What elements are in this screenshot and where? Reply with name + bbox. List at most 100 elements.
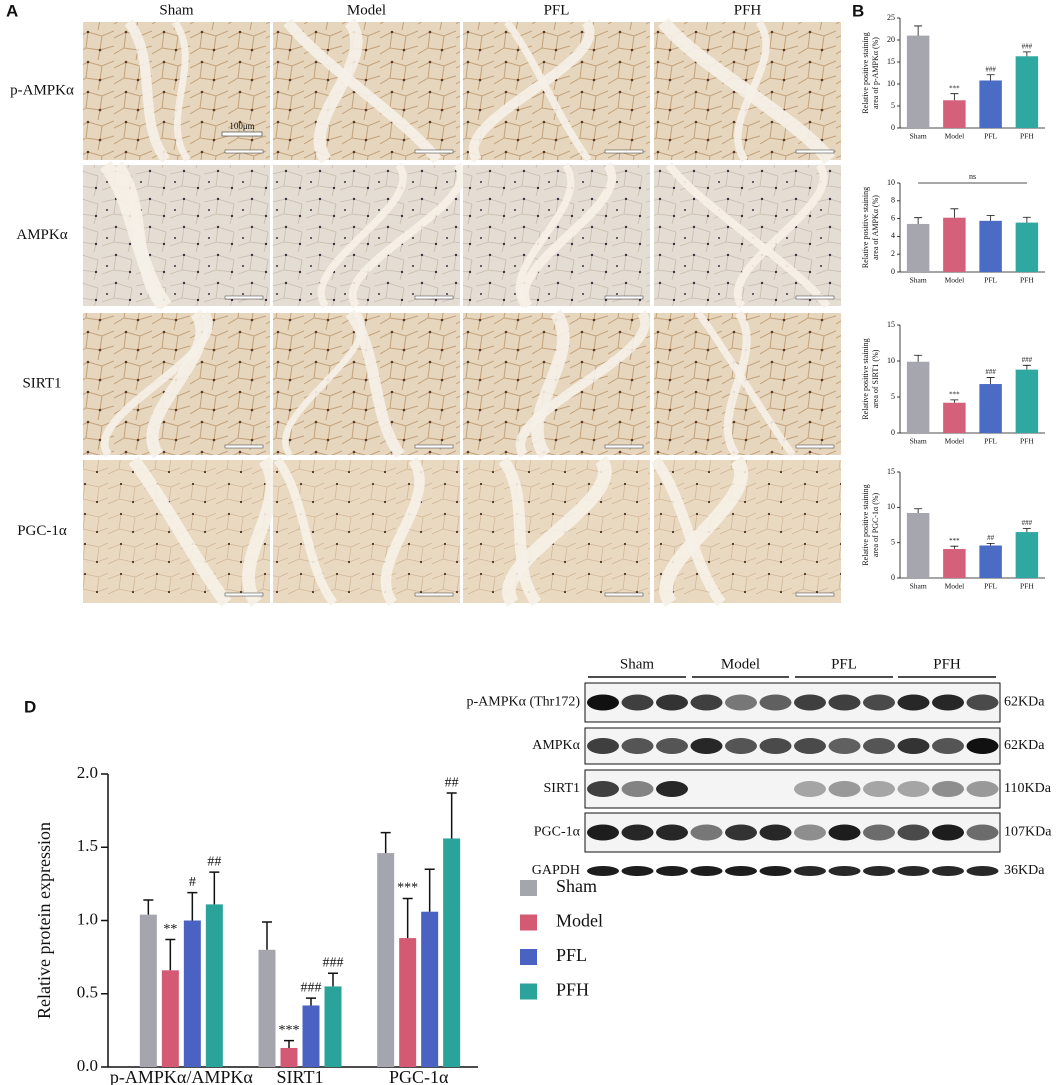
blot-band <box>587 738 619 754</box>
bracket-label: ns <box>969 172 976 181</box>
connective-tissue <box>128 456 232 607</box>
y-tick-label: 15 <box>887 57 895 66</box>
blot-band <box>828 824 861 841</box>
y-tick-label: 2.0 <box>77 763 98 782</box>
connective-tissue <box>657 17 836 165</box>
x-tick-label: PFL <box>984 132 997 141</box>
scale-bar <box>795 592 835 597</box>
y-axis-label: area of PGC-1α (%) <box>871 492 880 557</box>
blot-band <box>828 738 861 754</box>
micrograph <box>654 460 841 603</box>
blot-size-label: 110KDa <box>1004 781 1052 796</box>
x-tick-label: PFH <box>1020 132 1034 141</box>
blot-row-label: AMPKα <box>532 738 580 753</box>
significance-label: ## <box>207 854 221 869</box>
connective-tissue <box>504 19 592 163</box>
connective-tissue <box>515 162 575 309</box>
x-tick-label: PFH <box>1020 437 1034 446</box>
y-tick-label: 0.5 <box>77 983 98 1002</box>
connective-tissue <box>650 456 726 607</box>
blot-group-label: PFH <box>933 656 961 672</box>
y-axis-label: area of AMPKα (%) <box>871 195 880 260</box>
scale-bar-label: 100μm <box>229 121 254 131</box>
blot-band <box>966 781 999 797</box>
blot-row-label: PGC-1α <box>534 825 581 840</box>
error-bar <box>1022 364 1031 370</box>
scale-bar <box>604 592 644 597</box>
bar <box>943 402 966 433</box>
blot-band <box>966 738 999 754</box>
bar <box>979 80 1002 128</box>
blot-band <box>656 824 688 841</box>
error-bar <box>986 215 995 221</box>
blot-band <box>725 824 757 841</box>
blot-band <box>828 781 861 797</box>
error-bar <box>380 831 391 854</box>
scale-bar <box>604 444 644 449</box>
x-tick-label: PFL <box>984 582 997 591</box>
error-bar <box>143 899 154 915</box>
scale-bar <box>795 149 835 154</box>
y-tick-label: 15 <box>887 467 895 476</box>
connective-tissue <box>498 456 542 607</box>
blot-band <box>690 866 723 876</box>
blot-band <box>897 866 930 876</box>
blot-band <box>587 824 619 841</box>
connective-tissue <box>469 19 595 163</box>
blot-size-label: 62KDa <box>1004 695 1045 710</box>
significance-label: ## <box>445 775 459 790</box>
blot-band <box>966 824 999 841</box>
x-tick-label: Model <box>945 437 965 446</box>
blot-band <box>863 738 895 754</box>
legend-swatch <box>520 880 537 896</box>
scale-bar <box>414 295 454 300</box>
x-tick-label: Sham <box>910 276 927 285</box>
blot-band <box>966 694 999 711</box>
scale-bar <box>224 592 264 597</box>
x-tick-label: Model <box>945 132 965 141</box>
connective-tissue <box>317 162 407 309</box>
connective-tissue <box>520 162 616 309</box>
bar <box>443 838 461 1067</box>
blot-band <box>897 781 930 797</box>
bar <box>906 223 930 272</box>
connective-tissue <box>283 18 442 164</box>
bar <box>943 100 966 128</box>
y-tick-label: 1.0 <box>77 909 98 928</box>
blot-band <box>587 694 619 711</box>
blot-frame <box>584 769 1001 809</box>
legend-swatch <box>520 983 537 1000</box>
blot-band <box>621 694 654 711</box>
scale-bar <box>795 295 835 300</box>
blot-band <box>863 866 895 876</box>
column-header: PFL <box>544 2 570 18</box>
significance-label: ### <box>323 955 344 970</box>
error-bar <box>950 545 959 550</box>
error-bar <box>446 792 457 839</box>
blot-band <box>621 781 654 797</box>
micrograph <box>463 22 650 160</box>
y-tick-label: 10 <box>887 178 895 187</box>
x-tick-label: Sham <box>910 582 927 591</box>
significance-label: *** <box>279 1023 300 1038</box>
blot-band <box>863 781 895 797</box>
y-axis-label: Relative protein expression <box>34 822 54 1019</box>
y-tick-label: 10 <box>887 356 895 365</box>
blot-band <box>794 781 826 797</box>
blot-frame <box>584 682 1001 723</box>
error-bar <box>402 897 413 939</box>
x-tick-label: Sham <box>910 437 927 446</box>
scale-bar <box>414 444 454 449</box>
scale-bar <box>224 149 264 154</box>
bar <box>302 1005 320 1067</box>
panel-label: A <box>6 1 18 20</box>
row-label: p-AMPKα <box>10 82 74 98</box>
error-bar <box>424 868 435 912</box>
y-tick-label: 0 <box>891 428 895 437</box>
panel-label: B <box>852 1 864 20</box>
micrograph <box>463 165 650 306</box>
y-tick-label: 25 <box>887 13 895 22</box>
y-tick-label: 0 <box>891 267 895 276</box>
y-tick-label: 0 <box>891 123 895 132</box>
significance-label: # <box>189 875 196 890</box>
